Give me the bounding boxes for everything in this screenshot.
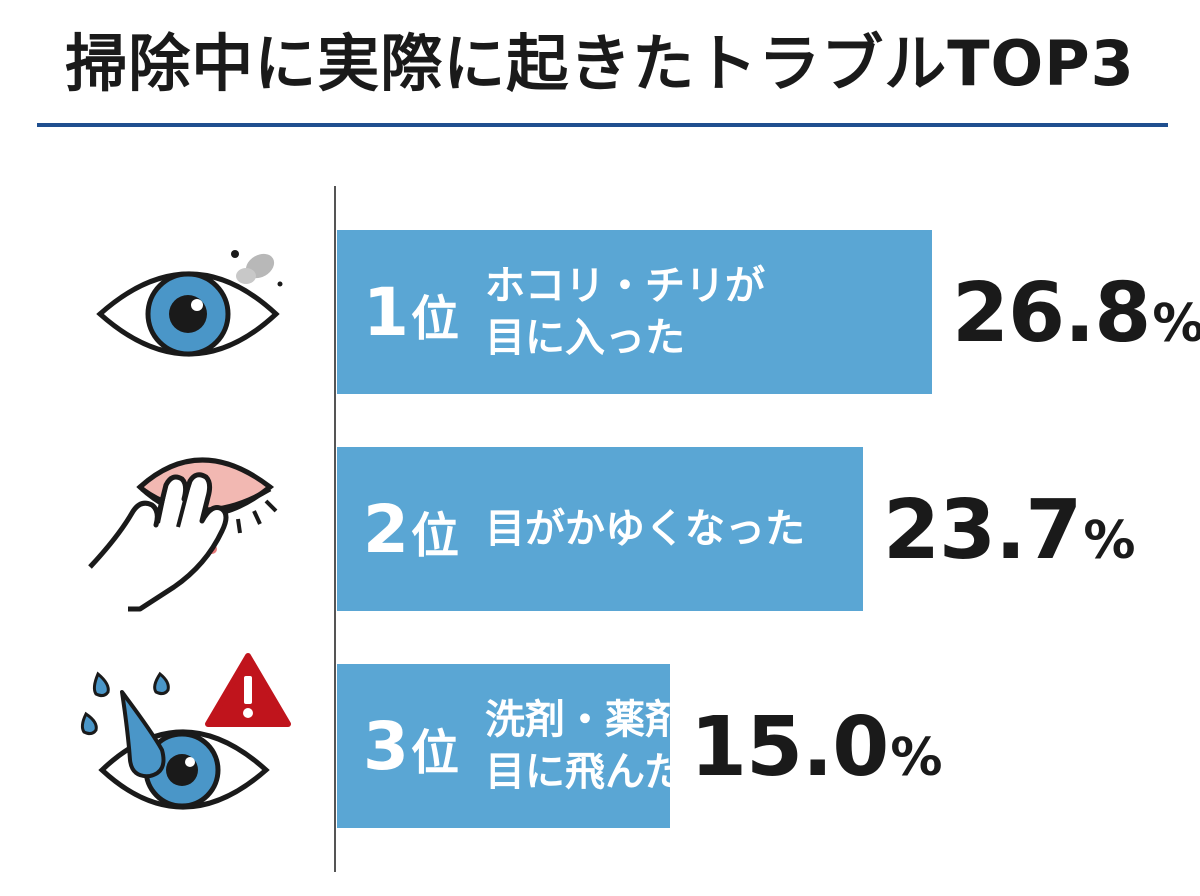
- rank-suffix: 位: [410, 507, 459, 564]
- bar-2: 2 位 目がかゆくなった: [337, 447, 863, 611]
- bar-label-2: 目がかゆくなった: [485, 503, 805, 555]
- bar-label-3: 洗剤・薬剤が 目に飛んだ: [485, 694, 725, 798]
- rank-number: 2: [363, 490, 409, 568]
- bar-3: 3 位 洗剤・薬剤が 目に飛んだ: [337, 664, 725, 828]
- chart-axis-line: [334, 186, 336, 872]
- chart-row-1: 1 位 ホコリ・チリが 目に入った 26.8 %: [0, 230, 1200, 394]
- rank-2: 2 位: [363, 491, 459, 568]
- rank-number: 1: [363, 273, 409, 351]
- chart-row-2: 2 位 目がかゆくなった 23.7 %: [0, 447, 1200, 612]
- rank-suffix: 位: [410, 290, 459, 347]
- title-underline: [37, 123, 1168, 127]
- bar-label-line: 目がかゆくなった: [484, 506, 805, 552]
- value-percent-sign: %: [1083, 511, 1136, 571]
- value-number: 26.8: [952, 266, 1151, 361]
- value-3: 15.0 %: [690, 700, 942, 795]
- value-number: 15.0: [690, 700, 889, 795]
- bar-label-1: ホコリ・チリが 目に入った: [485, 260, 765, 364]
- value-percent-sign: %: [890, 728, 943, 788]
- value-1: 26.8 %: [952, 266, 1200, 361]
- bar-label-line: ホコリ・チリが: [484, 263, 765, 309]
- value-number: 23.7: [883, 483, 1082, 578]
- rank-suffix: 位: [410, 724, 459, 781]
- rank-1: 1 位: [363, 274, 459, 351]
- eye-dust-icon: [70, 236, 310, 386]
- eye-splash-warning-icon: [70, 652, 310, 832]
- value-percent-sign: %: [1152, 294, 1200, 354]
- rank-number: 3: [363, 707, 409, 785]
- bar-label-line: 目に飛んだ: [484, 749, 685, 795]
- bar-label-line: 目に入った: [484, 315, 685, 361]
- page-title: 掃除中に実際に起きたトラブルTOP3: [65, 27, 1135, 100]
- value-2: 23.7 %: [883, 483, 1135, 578]
- bar-1: 1 位 ホコリ・チリが 目に入った: [337, 230, 932, 394]
- rank-3: 3 位: [363, 708, 459, 785]
- bar-label-line: 洗剤・薬剤が: [484, 697, 725, 743]
- itchy-eye-rubbing-icon: [70, 447, 310, 617]
- chart-row-3: 3 位 洗剤・薬剤が 目に飛んだ 15.0 %: [0, 653, 1200, 828]
